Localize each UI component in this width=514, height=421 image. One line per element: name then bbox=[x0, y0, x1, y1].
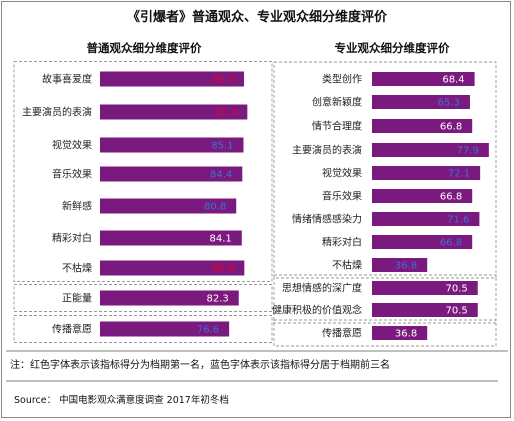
chart-title: 《引爆者》普通观众、专业观众细分维度评价 bbox=[127, 9, 388, 25]
right-bar-value-label: 65.3 bbox=[438, 98, 460, 109]
right-bar-value-label: 72.1 bbox=[448, 169, 470, 180]
left-bar-value-label: 85.6 bbox=[212, 264, 234, 275]
right-chart-panel: 类型创作 68.4 创意新颖度 65.3 情节合理度 66.8 主要演员的表演 77.9 视觉效… bbox=[272, 61, 497, 347]
left-bar bbox=[100, 321, 230, 337]
left-bar-value-label: 80.8 bbox=[204, 202, 226, 213]
right-category-label: 情绪情感感染力 bbox=[292, 213, 362, 226]
right-bar bbox=[372, 258, 428, 272]
right-bar bbox=[372, 235, 473, 249]
right-bar-value-label: 68.4 bbox=[442, 75, 464, 86]
right-bar-value-label: 71.6 bbox=[447, 215, 469, 226]
left-bar bbox=[100, 230, 242, 246]
right-category-label: 视觉效果 bbox=[322, 167, 362, 180]
left-category-label: 正能量 bbox=[62, 292, 92, 305]
right-bar bbox=[372, 95, 470, 109]
right-bar bbox=[372, 326, 428, 340]
left-bar-value-label: 84.4 bbox=[210, 170, 232, 181]
left-bar bbox=[100, 290, 239, 306]
source-text: Source： 中国电影观众满意度调查 2017年初冬档 bbox=[14, 394, 229, 406]
right-bar bbox=[372, 281, 478, 295]
left-bar-value-label: 82.3 bbox=[206, 294, 228, 305]
right-group-box bbox=[273, 61, 497, 279]
left-bar-value-label: 76.6 bbox=[197, 325, 219, 336]
left-group-box bbox=[13, 61, 273, 282]
right-bar-value-label: 66.8 bbox=[440, 238, 462, 249]
right-category-label: 情节合理度 bbox=[312, 120, 362, 133]
left-bar-value-label: 85.4 bbox=[212, 75, 234, 86]
left-category-label: 精彩对白 bbox=[52, 232, 92, 245]
left-bar-value-label: 85.1 bbox=[211, 141, 233, 152]
right-bar bbox=[372, 143, 489, 157]
left-category-label: 音乐效果 bbox=[52, 168, 92, 181]
left-bar bbox=[100, 104, 248, 120]
right-category-label: 创意新颖度 bbox=[312, 96, 362, 109]
left-chart-subtitle: 普通观众细分维度评价 bbox=[87, 41, 202, 55]
left-bar bbox=[100, 71, 244, 87]
right-category-label: 传播意愿 bbox=[322, 327, 362, 340]
right-bar-value-label: 66.8 bbox=[440, 192, 462, 203]
right-bar-value-label: 66.8 bbox=[440, 122, 462, 133]
right-bar-value-label: 36.8 bbox=[395, 261, 417, 272]
right-bar bbox=[372, 119, 473, 133]
left-bar-value-label: 84.1 bbox=[210, 234, 232, 245]
left-category-label: 不枯燥 bbox=[62, 262, 92, 275]
right-bar-value-label: 70.5 bbox=[445, 306, 467, 317]
right-group-box bbox=[273, 319, 497, 347]
left-bar-value-label: 87.4 bbox=[215, 108, 237, 119]
left-category-label: 主要演员的表演 bbox=[22, 106, 92, 119]
left-category-label: 新鲜感 bbox=[62, 200, 92, 213]
right-bar bbox=[372, 72, 475, 86]
right-category-label: 音乐效果 bbox=[322, 190, 362, 203]
left-category-label: 视觉效果 bbox=[52, 139, 92, 152]
right-bar bbox=[372, 189, 473, 203]
left-bar bbox=[100, 166, 243, 182]
right-bar-value-label: 77.9 bbox=[457, 146, 479, 157]
left-group-box bbox=[13, 315, 273, 343]
right-group-box bbox=[273, 274, 497, 324]
right-bar-value-label: 36.8 bbox=[395, 329, 417, 340]
left-group-box bbox=[13, 284, 273, 312]
right-chart-subtitle: 专业观众细分维度评价 bbox=[335, 41, 450, 55]
right-bar bbox=[372, 166, 481, 180]
right-category-label: 主要演员的表演 bbox=[292, 144, 362, 157]
left-bar bbox=[100, 198, 237, 214]
right-category-label: 健康积极的价值观念 bbox=[272, 304, 362, 317]
right-bar bbox=[372, 212, 480, 226]
left-category-label: 故事喜爱度 bbox=[42, 73, 92, 86]
right-category-label: 思想情感的深广度 bbox=[282, 282, 362, 295]
left-bar bbox=[100, 260, 245, 276]
right-category-label: 类型创作 bbox=[322, 73, 362, 86]
left-category-label: 传播意愿 bbox=[52, 323, 92, 336]
footnote: 注：红色字体表示该指标得分为档期第一名，蓝色字体表示该指标得分居于档期前三名 bbox=[10, 358, 390, 371]
left-bar bbox=[100, 137, 244, 153]
left-chart-panel: 故事喜爱度 85.4 主要演员的表演 87.4 视觉效果 85.1 音乐效果 84.4 新鲜感 8… bbox=[13, 61, 273, 343]
right-bar-value-label: 70.5 bbox=[445, 284, 467, 295]
right-category-label: 精彩对白 bbox=[322, 236, 362, 249]
right-category-label: 不枯燥 bbox=[332, 259, 362, 272]
right-bar bbox=[372, 303, 478, 317]
